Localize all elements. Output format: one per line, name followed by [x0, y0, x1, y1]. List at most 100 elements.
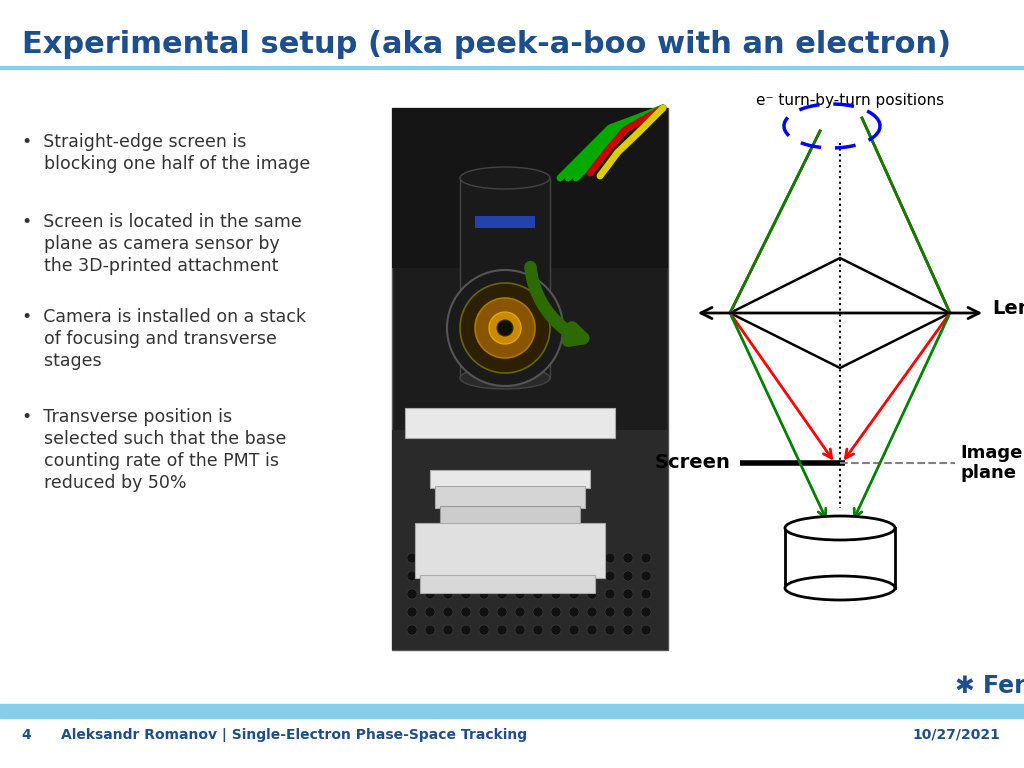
Circle shape: [641, 553, 651, 563]
Bar: [392, 108, 668, 268]
Ellipse shape: [785, 516, 895, 540]
Circle shape: [497, 553, 507, 563]
Bar: [406, 408, 615, 438]
Bar: [785, 528, 895, 588]
Circle shape: [623, 607, 633, 617]
Circle shape: [479, 553, 489, 563]
Text: •  Camera is installed on a stack: • Camera is installed on a stack: [22, 308, 306, 326]
Text: Image
plane: Image plane: [961, 444, 1022, 482]
Circle shape: [443, 607, 453, 617]
Circle shape: [515, 553, 525, 563]
Circle shape: [515, 607, 525, 617]
Circle shape: [489, 312, 521, 344]
Circle shape: [479, 589, 489, 599]
Circle shape: [497, 625, 507, 635]
Circle shape: [569, 571, 579, 581]
Circle shape: [641, 589, 651, 599]
Circle shape: [443, 571, 453, 581]
Circle shape: [587, 589, 597, 599]
Circle shape: [551, 589, 561, 599]
Bar: [415, 523, 605, 578]
Circle shape: [461, 553, 471, 563]
Ellipse shape: [460, 367, 550, 389]
Text: Experimental setup (aka peek-a-boo with an electron): Experimental setup (aka peek-a-boo with …: [22, 30, 951, 59]
Circle shape: [475, 298, 535, 358]
Circle shape: [497, 607, 507, 617]
Text: selected such that the base: selected such that the base: [22, 430, 287, 448]
Circle shape: [534, 589, 543, 599]
Circle shape: [443, 589, 453, 599]
Bar: [420, 575, 595, 593]
Circle shape: [605, 571, 615, 581]
Circle shape: [623, 625, 633, 635]
Circle shape: [447, 270, 563, 386]
Circle shape: [407, 607, 417, 617]
Circle shape: [551, 553, 561, 563]
Circle shape: [569, 589, 579, 599]
Circle shape: [515, 589, 525, 599]
Text: of focusing and transverse: of focusing and transverse: [22, 330, 276, 348]
Circle shape: [461, 589, 471, 599]
Bar: [440, 506, 580, 528]
Text: blocking one half of the image: blocking one half of the image: [22, 155, 310, 173]
Circle shape: [587, 571, 597, 581]
Circle shape: [425, 589, 435, 599]
Circle shape: [605, 589, 615, 599]
Bar: [430, 470, 590, 488]
Text: stages: stages: [22, 352, 101, 370]
Circle shape: [534, 553, 543, 563]
Circle shape: [443, 553, 453, 563]
Circle shape: [497, 571, 507, 581]
Circle shape: [551, 625, 561, 635]
Circle shape: [515, 571, 525, 581]
Circle shape: [534, 607, 543, 617]
Circle shape: [461, 571, 471, 581]
Bar: [392, 430, 668, 650]
Text: ✱ Fermilab: ✱ Fermilab: [955, 674, 1024, 698]
Bar: [435, 486, 585, 508]
Text: Lens: Lens: [992, 299, 1024, 317]
Circle shape: [407, 625, 417, 635]
Circle shape: [460, 283, 550, 373]
Circle shape: [605, 607, 615, 617]
Circle shape: [479, 571, 489, 581]
Ellipse shape: [785, 576, 895, 600]
Text: Screen: Screen: [654, 453, 730, 472]
Text: PMT: PMT: [816, 552, 863, 571]
Circle shape: [497, 320, 513, 336]
Circle shape: [407, 553, 417, 563]
Circle shape: [605, 553, 615, 563]
Text: e⁻ turn-by-turn positions: e⁻ turn-by-turn positions: [756, 93, 944, 108]
Circle shape: [479, 607, 489, 617]
Text: reduced by 50%: reduced by 50%: [22, 474, 186, 492]
Ellipse shape: [460, 167, 550, 189]
Circle shape: [641, 607, 651, 617]
Circle shape: [407, 571, 417, 581]
Circle shape: [569, 607, 579, 617]
Circle shape: [461, 607, 471, 617]
Text: •  Straight-edge screen is: • Straight-edge screen is: [22, 133, 247, 151]
Circle shape: [425, 553, 435, 563]
Circle shape: [587, 607, 597, 617]
Circle shape: [623, 589, 633, 599]
Text: counting rate of the PMT is: counting rate of the PMT is: [22, 452, 279, 470]
Circle shape: [515, 625, 525, 635]
Text: •  Screen is located in the same: • Screen is located in the same: [22, 213, 302, 231]
Circle shape: [569, 553, 579, 563]
Text: 10/27/2021: 10/27/2021: [912, 728, 1000, 742]
Circle shape: [623, 571, 633, 581]
Circle shape: [407, 589, 417, 599]
Bar: [475, 216, 535, 228]
Circle shape: [425, 607, 435, 617]
Bar: [460, 178, 550, 378]
Circle shape: [641, 571, 651, 581]
Circle shape: [587, 625, 597, 635]
Circle shape: [425, 625, 435, 635]
Circle shape: [551, 607, 561, 617]
Circle shape: [443, 625, 453, 635]
Circle shape: [425, 571, 435, 581]
Circle shape: [497, 589, 507, 599]
Bar: [392, 108, 668, 650]
Circle shape: [623, 553, 633, 563]
Circle shape: [587, 553, 597, 563]
